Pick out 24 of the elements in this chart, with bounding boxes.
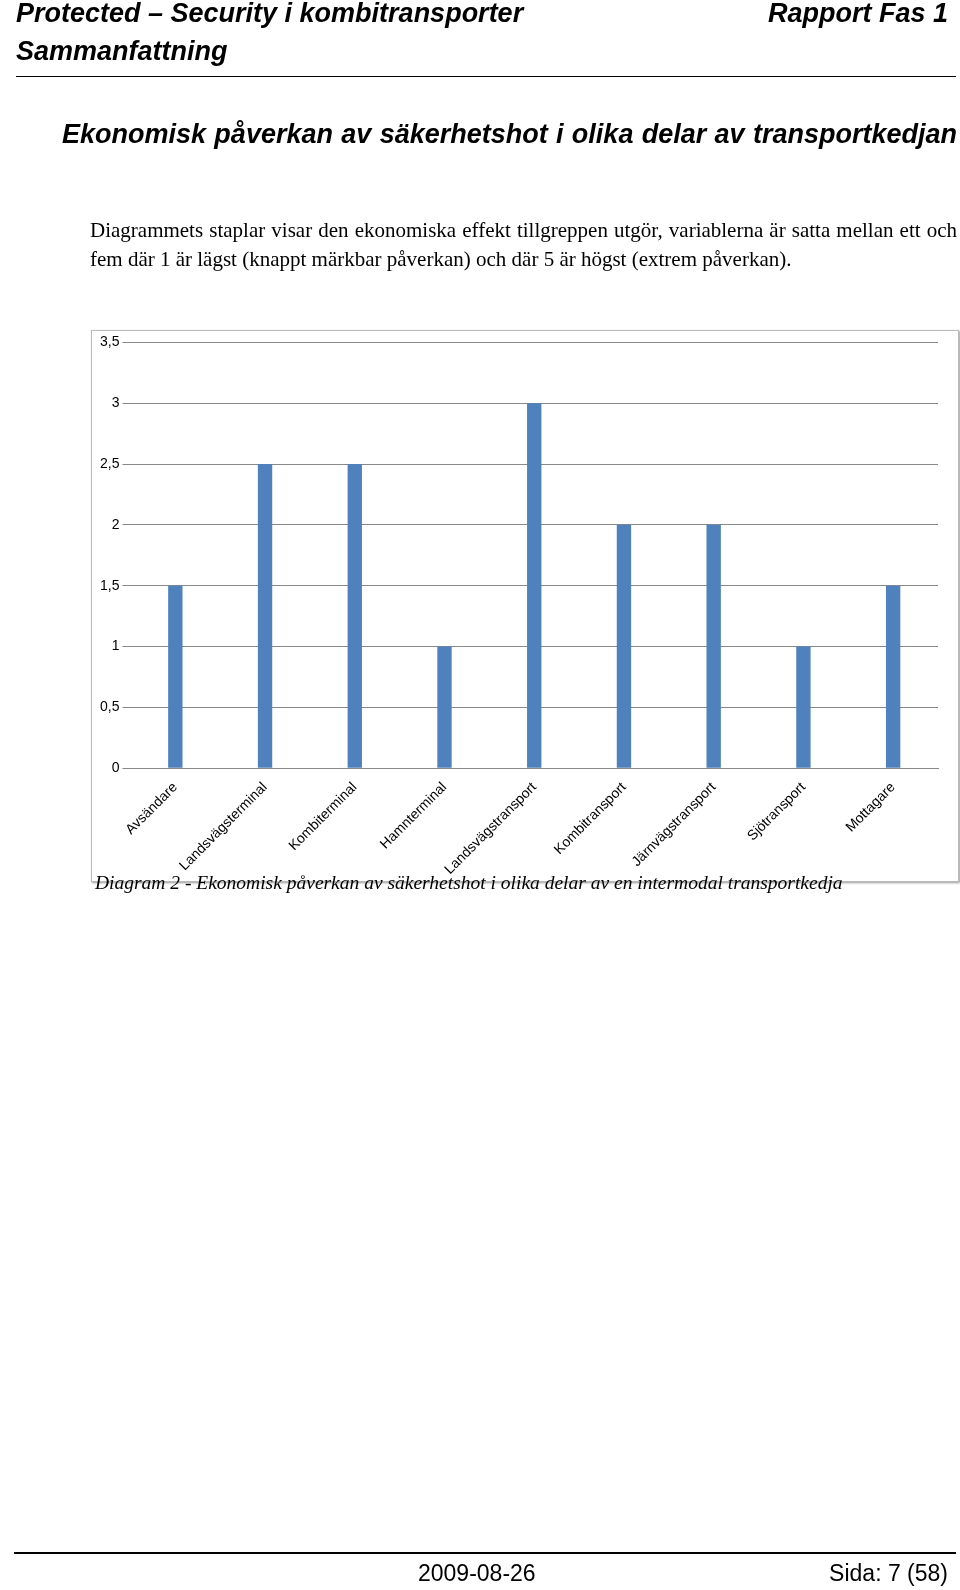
y-tick-label: 2,5 (99, 454, 120, 471)
bar (437, 646, 452, 768)
chart-subtitle: Diagrammets staplar visar den ekonomiska effekt tillgreppen utgör, variablerna är satta mellan ett och fem där 1 är lägst (knappt märkbar påverkan) och där 5 är högst (extrem påverkan). (90, 217, 957, 273)
bar (616, 524, 632, 768)
y-tick-label: 0,5 (99, 698, 120, 715)
bar (527, 403, 542, 768)
text: Rapport Fas 1 (767, 0, 948, 29)
y-tick-label: 3,5 (99, 333, 120, 350)
bar (347, 464, 362, 768)
y-tick-label: 1,5 (99, 576, 120, 593)
y-tick-label: 0 (111, 759, 120, 776)
bar (257, 464, 273, 768)
y-tick-label: 2 (111, 515, 120, 532)
y-tick-label: 3 (111, 394, 120, 411)
text: 2009-08-26 (418, 1560, 536, 1587)
text: Sida: 7 (58) (829, 1560, 948, 1587)
chart-title: Ekonomisk påverkan av säkerhetshot i olika delar av transportkedjan (62, 118, 957, 151)
text: Protected – Security i kombitransporter (16, 0, 524, 29)
bar (796, 646, 811, 768)
y-tick-label: 1 (111, 637, 120, 654)
bar (885, 585, 901, 768)
bar (706, 524, 721, 768)
text: Sammanfattning (16, 36, 228, 67)
bar (168, 585, 183, 768)
